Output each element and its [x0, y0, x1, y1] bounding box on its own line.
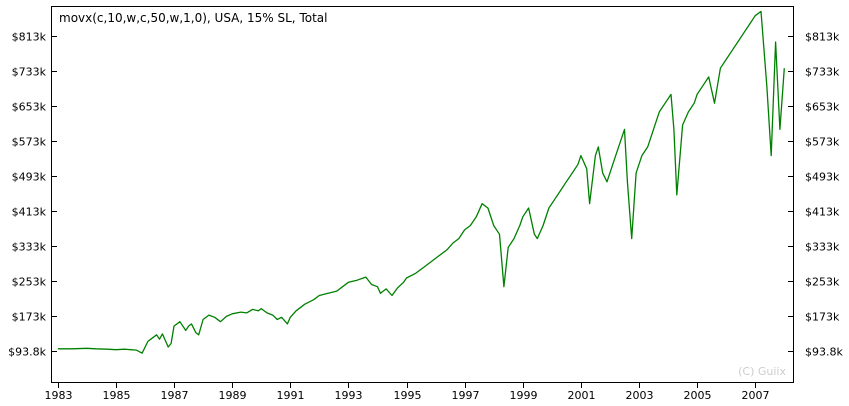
x-axis: 1983 1985 1987 1989 1991 1993 1995 1997 1999 2001…	[45, 382, 770, 402]
y-tick-label-right: $573k	[805, 136, 840, 149]
y-tick-label-right: $493k	[805, 171, 840, 184]
x-tick-label: 1985	[103, 389, 131, 402]
x-tick-label: 1995	[394, 389, 422, 402]
y-tick-label-left: $333k	[12, 241, 47, 254]
x-tick-label: 1997	[452, 389, 480, 402]
y-tick-label-left: $573k	[12, 136, 47, 149]
x-tick-label: 2003	[626, 389, 654, 402]
y-tick-label-right: $413k	[805, 206, 840, 219]
x-tick-label: 1999	[510, 389, 538, 402]
y-tick-label-right: $173k	[805, 311, 840, 324]
y-tick-label-right: $253k	[805, 276, 840, 289]
x-tick-label: 2001	[568, 389, 596, 402]
x-tick-label: 1987	[161, 389, 189, 402]
y-tick-label-left: $413k	[12, 206, 47, 219]
y-tick-label-left: $733k	[12, 66, 47, 79]
x-tick-label: 1993	[335, 389, 363, 402]
y-tick-label-left: $93.8k	[8, 346, 46, 359]
y-tick-label-right: $333k	[805, 241, 840, 254]
y-tick-label-right: $653k	[805, 101, 840, 114]
x-tick-label: 2005	[684, 389, 712, 402]
y-tick-label-right: $93.8k	[805, 346, 843, 359]
y-tick-label-left: $813k	[12, 31, 47, 44]
y-tick-label-right: $813k	[805, 31, 840, 44]
x-tick-label: 1989	[219, 389, 247, 402]
y-tick-label-left: $493k	[12, 171, 47, 184]
watermark: (C) Guiix	[738, 365, 786, 378]
y-axis-left: $93.8k $173k $253k $333k $413k $493k $573k $653…	[8, 31, 57, 359]
y-tick-label-left: $173k	[12, 311, 47, 324]
x-tick-label: 2007	[742, 389, 770, 402]
y-tick-label-right: $733k	[805, 66, 840, 79]
x-tick-label: 1983	[45, 389, 73, 402]
plot-frame	[51, 6, 794, 383]
y-tick-label-left: $653k	[12, 101, 47, 114]
chart-title: movx(c,10,w,c,50,w,1,0), USA, 15% SL, To…	[59, 11, 327, 25]
series-layer	[57, 10, 785, 354]
y-tick-label-left: $253k	[12, 276, 47, 289]
series-line	[57, 10, 785, 354]
x-tick-label: 1991	[277, 389, 305, 402]
y-axis-right: $93.8k $173k $253k $333k $413k $493k $573k $653…	[788, 31, 843, 359]
